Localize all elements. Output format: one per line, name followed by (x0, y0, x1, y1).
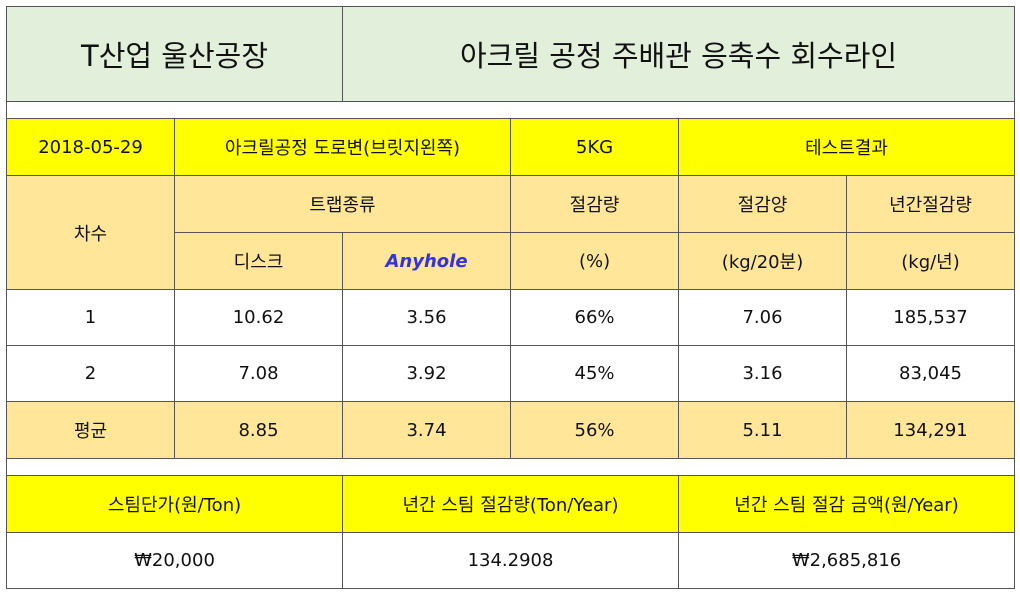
row2-rate[interactable]: 45% (510, 345, 680, 402)
summary-header-row: 스팀단가(원/Ton) 년간 스팀 절감량(Ton/Year) 년간 스팀 절감… (5, 475, 1016, 533)
test-date: 2018-05-29 (38, 136, 143, 158)
annual-saving-unit-cell[interactable]: (kg/년) (846, 232, 1016, 290)
steam-price-value[interactable]: ₩20,000 (5, 532, 344, 589)
average-rate[interactable]: 56% (510, 401, 680, 459)
row2-round[interactable]: 2 (6, 345, 175, 402)
disc-header-cell[interactable]: 디스크 (173, 232, 344, 290)
anyhole-header: Anyhole (385, 250, 468, 272)
location-cell[interactable]: 아크릴공정 도로변(브릿지왼쪽) (173, 118, 512, 176)
annual-saving-header: 년간절감량 (889, 195, 972, 216)
saving-rate-header: 절감량 (569, 195, 620, 216)
disc-header: 디스크 (233, 252, 284, 273)
annual-saving-unit: (kg/년) (901, 252, 960, 273)
saving-amount-unit-cell[interactable]: (kg/20분) (678, 232, 848, 290)
spacer-cell[interactable] (5, 101, 1016, 119)
row2-amount[interactable]: 3.16 (678, 345, 848, 402)
result-cell[interactable]: 테스트결과 (678, 118, 1016, 176)
row2-anyhole[interactable]: 3.92 (342, 345, 512, 402)
annual-saving-amount-value[interactable]: ₩2,685,816 (678, 532, 1016, 589)
average-anyhole[interactable]: 3.74 (342, 401, 512, 459)
result-label: 테스트결과 (805, 138, 888, 159)
line-title: 아크릴 공정 주배관 응축수 회수라인 (459, 39, 898, 73)
spreadsheet: T산업 울산공장 아크릴 공정 주배관 응축수 회수라인 2018-05-29 … (5, 6, 1016, 594)
header-row-2: 디스크 Anyhole (%) (kg/20분) (kg/년) (7, 232, 1016, 290)
row1-amount[interactable]: 7.06 (678, 289, 848, 346)
annual-steam-saving-value[interactable]: 134.2908 (342, 532, 680, 589)
pressure-cell[interactable]: 5KG (510, 118, 680, 176)
saving-rate-unit: (%) (578, 250, 611, 272)
steam-price-header[interactable]: 스팀단가(원/Ton) (5, 475, 344, 533)
spacer-cell[interactable] (5, 458, 1016, 476)
company-title: T산업 울산공장 (81, 39, 269, 73)
row2-disc[interactable]: 7.08 (173, 345, 344, 402)
info-row: 2018-05-29 아크릴공정 도로변(브릿지왼쪽) 5KG 테스트결과 (6, 118, 1016, 176)
saving-rate-header-cell[interactable]: 절감량 (510, 175, 680, 233)
spacer-row (5, 458, 1016, 476)
annual-steam-saving-header[interactable]: 년간 스팀 절감량(Ton/Year) (342, 475, 680, 533)
date-cell[interactable]: 2018-05-29 (6, 118, 175, 176)
title-row: T산업 울산공장 아크릴 공정 주배관 응축수 회수라인 (5, 6, 1016, 102)
average-disc[interactable]: 8.85 (173, 401, 344, 459)
saving-amount-header: 절감양 (737, 195, 788, 216)
pressure-value: 5KG (575, 136, 614, 158)
round-header-cell[interactable]: 차수 (6, 175, 175, 290)
spacer-row (5, 101, 1016, 119)
table-row: 1 10.62 3.56 66% 7.06 185,537 (6, 289, 1016, 346)
saving-rate-unit-cell[interactable]: (%) (510, 232, 680, 290)
average-row: 평균 8.85 3.74 56% 5.11 134,291 (6, 401, 1016, 459)
row1-anyhole[interactable]: 3.56 (342, 289, 512, 346)
annual-saving-header-cell[interactable]: 년간절감량 (846, 175, 1016, 233)
company-title-cell[interactable]: T산업 울산공장 (5, 6, 344, 102)
trap-type-header: 트랩종류 (309, 195, 376, 216)
report-table: T산업 울산공장 아크릴 공정 주배관 응축수 회수라인 2018-05-29 … (5, 6, 1016, 589)
row1-round[interactable]: 1 (6, 289, 175, 346)
saving-amount-unit: (kg/20분) (721, 252, 804, 273)
table-row: 2 7.08 3.92 45% 3.16 83,045 (6, 345, 1016, 402)
row1-disc[interactable]: 10.62 (173, 289, 344, 346)
average-amount[interactable]: 5.11 (678, 401, 848, 459)
average-annual[interactable]: 134,291 (846, 401, 1016, 459)
summary-value-row: ₩20,000 134.2908 ₩2,685,816 (5, 532, 1016, 589)
average-label[interactable]: 평균 (6, 401, 175, 459)
annual-saving-amount-header[interactable]: 년간 스팀 절감 금액(원/Year) (678, 475, 1016, 533)
anyhole-header-cell[interactable]: Anyhole (342, 232, 512, 290)
saving-amount-header-cell[interactable]: 절감양 (678, 175, 848, 233)
row1-rate[interactable]: 66% (510, 289, 680, 346)
test-location: 아크릴공정 도로변(브릿지왼쪽) (224, 138, 461, 159)
row2-annual[interactable]: 83,045 (846, 345, 1016, 402)
round-header: 차수 (73, 223, 108, 245)
line-title-cell[interactable]: 아크릴 공정 주배관 응축수 회수라인 (342, 6, 1016, 102)
trap-type-header-cell[interactable]: 트랩종류 (173, 175, 512, 233)
header-row-1: 차수 트랩종류 절감량 절감양 년간절감량 (6, 175, 1016, 290)
row1-annual[interactable]: 185,537 (846, 289, 1016, 346)
